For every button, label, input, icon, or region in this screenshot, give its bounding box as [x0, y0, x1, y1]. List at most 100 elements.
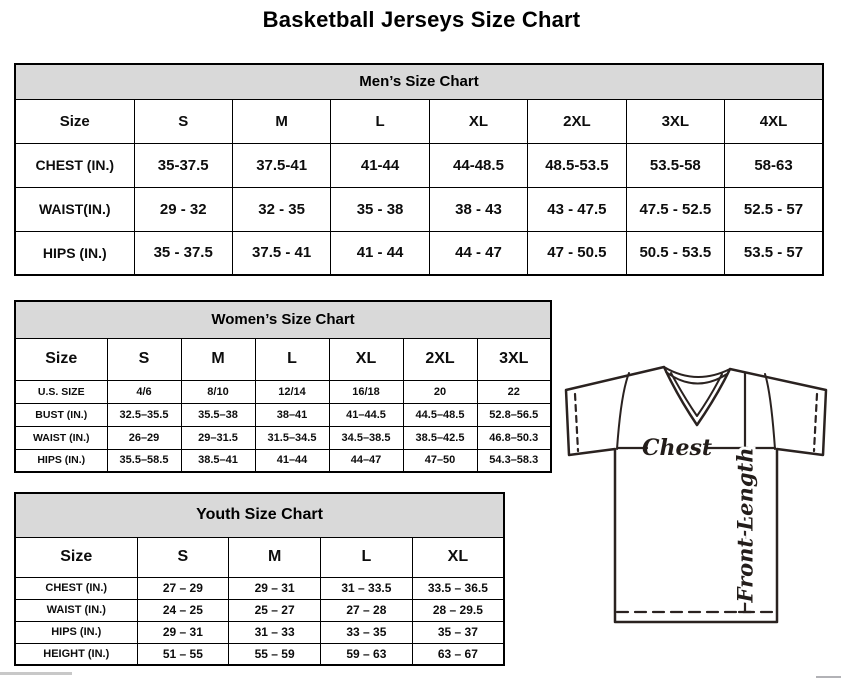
size-value-cell: 29 - 32	[133, 186, 233, 232]
mens-size-table: Men’s Size Chart Size S M L XL 2XL 3XL 4XL CHEST …	[14, 63, 824, 276]
size-value-cell: 29–31.5	[180, 425, 256, 450]
column-header: Size	[14, 98, 135, 144]
chest-label: Chest	[642, 435, 712, 461]
size-value-cell: 24 – 25	[136, 598, 230, 622]
size-value-cell: 44.5–48.5	[402, 402, 478, 427]
size-value-cell: 41 - 44	[330, 230, 430, 276]
size-value-cell: 27 – 28	[320, 598, 413, 622]
row-label: CHEST (IN.)	[14, 576, 138, 600]
scrollbar-fragment-left	[0, 672, 72, 675]
size-value-cell: 46.8–50.3	[476, 425, 552, 450]
column-header: L	[330, 98, 430, 144]
table-row: HIPS (IN.) 29 – 31 31 – 33 33 – 35 35 – 37	[14, 620, 505, 644]
column-header: M	[228, 536, 321, 578]
size-value-cell: 44-48.5	[428, 142, 529, 188]
row-label: HIPS (IN.)	[14, 620, 138, 644]
size-value-cell: 63 – 67	[411, 642, 505, 666]
youth-size-table: Youth Size Chart Size S M L XL CHEST (IN.) 27 –…	[14, 492, 505, 666]
column-header: L	[320, 536, 413, 578]
column-header: 3XL	[625, 98, 726, 144]
size-value-cell: 47.5 - 52.5	[625, 186, 726, 232]
row-label: WAIST(IN.)	[14, 186, 135, 232]
size-value-cell: 38–41	[254, 402, 330, 427]
size-value-cell: 32 - 35	[231, 186, 332, 232]
size-value-cell: 35 - 38	[330, 186, 430, 232]
column-header: 2XL	[527, 98, 627, 144]
size-value-cell: 35-37.5	[133, 142, 233, 188]
row-label: U.S. SIZE	[14, 379, 108, 404]
size-value-cell: 58-63	[724, 142, 824, 188]
size-value-cell: 41–44.5	[328, 402, 404, 427]
page-title: Basketball Jerseys Size Chart	[262, 7, 581, 32]
size-value-cell: 31.5–34.5	[254, 425, 330, 450]
row-label: WAIST (IN.)	[14, 598, 138, 622]
table-title: Youth Size Chart	[14, 492, 505, 538]
column-header: Size	[14, 536, 138, 578]
size-value-cell: 8/10	[180, 379, 256, 404]
table-row: WAIST(IN.) 29 - 32 32 - 35 35 - 38 38 - 43 43…	[14, 186, 824, 232]
womens-size-table: Women’s Size Chart Size S M L XL 2XL 3XL U.S. SI…	[14, 300, 552, 473]
row-label: BUST (IN.)	[14, 402, 108, 427]
size-value-cell: 59 – 63	[320, 642, 413, 666]
size-value-cell: 44 - 47	[428, 230, 529, 276]
column-header: XL	[428, 98, 529, 144]
row-label: WAIST (IN.)	[14, 425, 108, 450]
sleeve-seam	[616, 372, 630, 450]
size-value-cell: 38.5–41	[180, 448, 256, 473]
column-header: XL	[328, 337, 404, 381]
table-row: HEIGHT (IN.) 51 – 55 55 – 59 59 – 63 63 – 67	[14, 642, 505, 666]
size-value-cell: 38 - 43	[428, 186, 529, 232]
size-value-cell: 55 – 59	[228, 642, 321, 666]
table-row: HIPS (IN.) 35.5–58.5 38.5–41 41–44 44–47 47–5…	[14, 448, 552, 473]
size-value-cell: 22	[476, 379, 552, 404]
size-value-cell: 27 – 29	[136, 576, 230, 600]
size-value-cell: 33 – 35	[320, 620, 413, 644]
column-header: 3XL	[476, 337, 552, 381]
table-row: CHEST (IN.) 35-37.5 37.5-41 41-44 44-48.5 48.…	[14, 142, 824, 188]
size-value-cell: 26–29	[106, 425, 182, 450]
size-value-cell: 16/18	[328, 379, 404, 404]
collar-band-icon	[663, 366, 731, 378]
size-value-cell: 47–50	[402, 448, 478, 473]
size-value-cell: 43 - 47.5	[527, 186, 627, 232]
column-header: 4XL	[724, 98, 824, 144]
size-value-cell: 52.8–56.5	[476, 402, 552, 427]
column-header: 2XL	[402, 337, 478, 381]
table-row: CHEST (IN.) 27 – 29 29 – 31 31 – 33.5 33.5 –…	[14, 576, 505, 600]
size-value-cell: 35 – 37	[411, 620, 505, 644]
size-value-cell: 31 – 33	[228, 620, 321, 644]
row-label: HIPS (IN.)	[14, 448, 108, 473]
size-value-cell: 51 – 55	[136, 642, 230, 666]
size-value-cell: 28 – 29.5	[411, 598, 505, 622]
size-value-cell: 37.5 - 41	[231, 230, 332, 276]
size-value-cell: 50.5 - 53.5	[625, 230, 726, 276]
size-value-cell: 35 - 37.5	[133, 230, 233, 276]
front-length-label: Front Length	[733, 448, 758, 604]
jersey-measurement-diagram: Chest Front Length	[560, 363, 832, 625]
size-value-cell: 20	[402, 379, 478, 404]
column-header: XL	[411, 536, 505, 578]
size-value-cell: 35.5–38	[180, 402, 256, 427]
collar-inner-vneck	[670, 372, 723, 417]
size-value-cell: 53.5 - 57	[724, 230, 824, 276]
size-value-cell: 12/14	[254, 379, 330, 404]
size-value-cell: 32.5–35.5	[106, 402, 182, 427]
row-label: HIPS (IN.)	[14, 230, 135, 276]
column-header: S	[136, 536, 230, 578]
size-value-cell: 29 – 31	[228, 576, 321, 600]
cuff-dashed-line	[812, 392, 819, 453]
table-row: U.S. SIZE 4/6 8/10 12/14 16/18 20 22	[14, 379, 552, 404]
size-value-cell: 29 – 31	[136, 620, 230, 644]
size-value-cell: 33.5 – 36.5	[411, 576, 505, 600]
size-value-cell: 41–44	[254, 448, 330, 473]
scrollbar-fragment-right	[816, 676, 841, 678]
size-value-cell: 38.5–42.5	[402, 425, 478, 450]
table-title: Men’s Size Chart	[14, 63, 824, 100]
size-value-cell: 31 – 33.5	[320, 576, 413, 600]
size-value-cell: 52.5 - 57	[724, 186, 824, 232]
size-value-cell: 41-44	[330, 142, 430, 188]
table-title-row: Women’s Size Chart	[14, 300, 552, 339]
size-value-cell: 25 – 27	[228, 598, 321, 622]
row-label: CHEST (IN.)	[14, 142, 135, 188]
size-value-cell: 4/6	[106, 379, 182, 404]
